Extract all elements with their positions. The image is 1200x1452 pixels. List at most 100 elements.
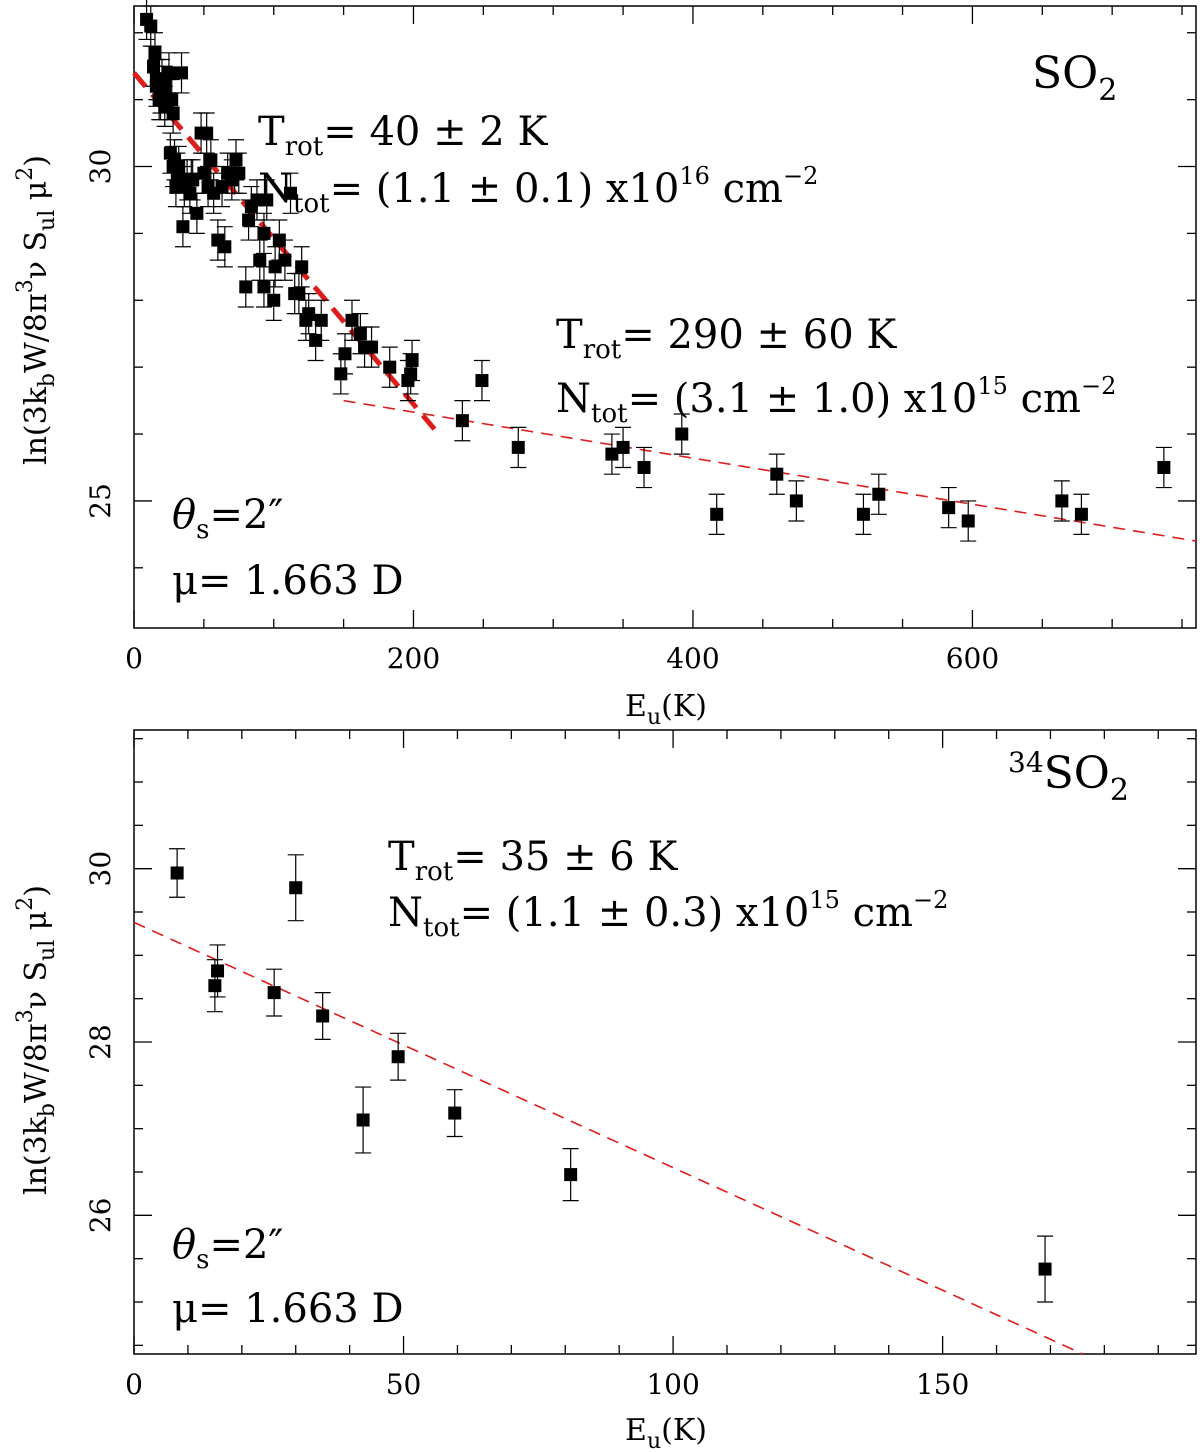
so2-marker [250, 193, 264, 207]
so2-marker [197, 166, 211, 180]
so2-marker [162, 66, 176, 80]
34so2-marker [316, 1009, 330, 1023]
so2-marker [268, 260, 282, 274]
so2-marker [856, 507, 870, 521]
34so2-data-point [355, 1086, 372, 1154]
so2-data-point [293, 246, 310, 288]
so2-marker [314, 313, 328, 327]
so2-marker [365, 340, 379, 354]
so2-data-point [1073, 493, 1090, 535]
34so2-x-tick-label: 150 [916, 1368, 969, 1401]
so2-marker [229, 153, 243, 167]
so2-marker [405, 353, 419, 367]
so2-data-points [138, 0, 1172, 542]
so2-marker [605, 447, 619, 461]
so2-x-tick-label: 0 [125, 642, 143, 675]
so2-marker [284, 186, 298, 200]
so2-data-point [381, 346, 398, 388]
34so2-marker [289, 881, 303, 895]
so2-marker [215, 180, 229, 194]
so2-marker [353, 327, 367, 341]
so2-marker [675, 427, 689, 441]
34so2-x-tick-label: 100 [646, 1368, 699, 1401]
34so2-axes: 0 50 100 150 26 28 30 [84, 729, 1197, 1401]
so2-data-point [363, 326, 380, 368]
so2-marker [176, 220, 190, 234]
so2-data-point [454, 400, 471, 442]
so2-data-point [230, 152, 247, 194]
34so2-fit-line-1 [133, 921, 1084, 1355]
34so2-data-point [266, 968, 283, 1017]
so2-fit-line-2 [343, 399, 1197, 542]
34so2-species-label: 34SO2 [1008, 746, 1129, 808]
so2-marker [232, 166, 246, 180]
so2-marker [239, 280, 253, 294]
34so2-fit1-ntot: Ntot= (1.1 ± 0.3) x1015 cm−2 [388, 886, 948, 943]
so2-data-point [173, 52, 190, 94]
so2-data-point [267, 246, 284, 288]
so2-marker [260, 193, 274, 207]
so2-x-tick-label: 400 [666, 642, 719, 675]
34so2-data-point [287, 854, 304, 922]
so2-marker [455, 414, 469, 428]
so2-marker [1055, 494, 1069, 508]
so2-fit2-ntot: Ntot= (3.1 ± 1.0) x1015 cm−2 [556, 372, 1116, 429]
so2-marker [961, 514, 975, 528]
34so2-marker [1038, 1262, 1052, 1276]
so2-marker [302, 307, 316, 321]
so2-marker [190, 206, 204, 220]
so2-marker [292, 287, 306, 301]
so2-data-point [636, 446, 653, 489]
so2-marker [175, 66, 189, 80]
34so2-dipole-moment: μ= 1.663 D [172, 1286, 404, 1332]
so2-marker [770, 467, 784, 481]
so2-marker [218, 240, 232, 254]
so2-data-point [343, 299, 360, 342]
so2-data-point [1155, 446, 1172, 489]
so2-source-size: θs=2″ [172, 492, 283, 545]
so2-dipole-moment: μ= 1.663 D [172, 558, 404, 604]
so2-marker [253, 253, 267, 267]
34so2-data-point [314, 991, 331, 1041]
so2-panel: 0 200 400 600 25 30 SO2 Trot= 40 ± 2 K Ntot= … [13, 0, 1197, 730]
so2-marker [1074, 507, 1088, 521]
so2-marker [144, 19, 158, 33]
34so2-x-axis-label: Eu(K) [625, 1413, 707, 1452]
so2-marker [616, 440, 630, 454]
so2-data-point [960, 500, 977, 542]
34so2-data-point [209, 944, 226, 998]
34so2-marker [448, 1106, 462, 1120]
34so2-marker [391, 1050, 405, 1064]
so2-marker [345, 313, 359, 327]
so2-y-tick-label: 30 [84, 149, 117, 185]
so2-marker [475, 374, 489, 388]
so2-data-point [768, 453, 785, 495]
so2-marker [204, 153, 218, 167]
so2-marker [383, 360, 397, 374]
34so2-data-points [169, 848, 1054, 1303]
34so2-marker [170, 866, 184, 880]
so2-data-point [216, 226, 233, 268]
so2-y-axis-label: ln(3kbW/8π3ν Sul μ2) [13, 155, 60, 465]
so2-data-point [198, 112, 215, 154]
so2-data-point [473, 359, 490, 402]
so2-data-point [603, 433, 620, 475]
so2-data-point [404, 339, 421, 382]
so2-species-label: SO2 [1032, 48, 1117, 108]
so2-marker [872, 487, 886, 501]
so2-y-tick-label: 25 [84, 483, 117, 519]
so2-marker [404, 367, 418, 381]
so2-marker [148, 46, 162, 60]
so2-marker [267, 293, 281, 307]
34so2-marker [564, 1168, 578, 1182]
so2-data-point [708, 493, 725, 535]
so2-data-point [142, 5, 159, 47]
so2-data-point [940, 486, 957, 529]
so2-marker [200, 126, 214, 140]
34so2-x-tick-label: 50 [386, 1368, 422, 1401]
so2-marker [789, 494, 803, 508]
so2-marker [511, 440, 525, 454]
so2-data-point [237, 266, 254, 308]
so2-fit-lines [132, 71, 1197, 542]
